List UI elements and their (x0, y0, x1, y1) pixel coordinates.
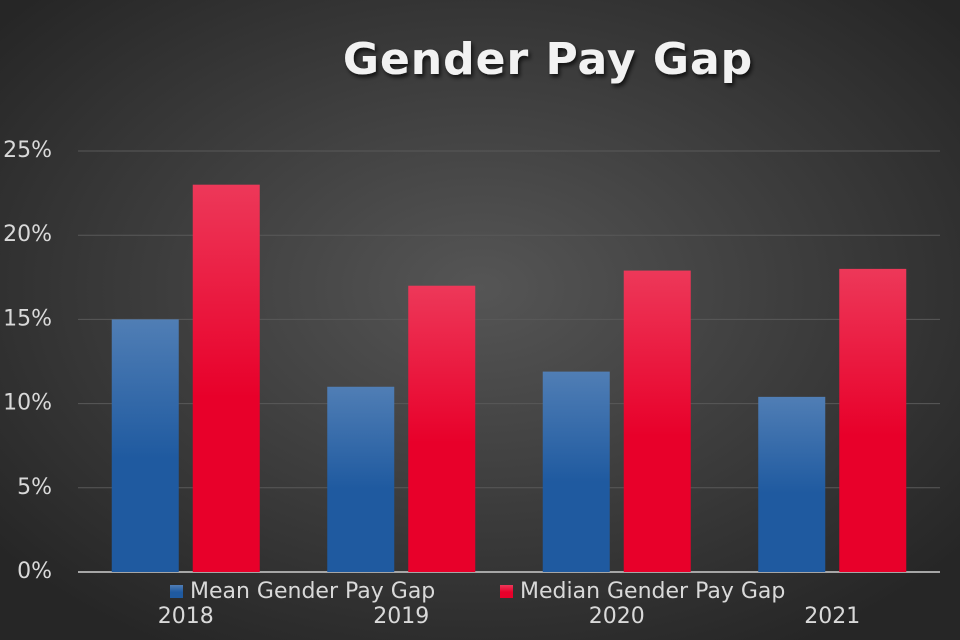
legend-swatch (170, 585, 183, 598)
y-tick-label: 15% (3, 306, 52, 331)
y-tick-label: 10% (3, 391, 52, 416)
bar (542, 371, 610, 572)
x-tick-label: 2020 (589, 604, 645, 629)
y-tick-label: 20% (3, 222, 52, 247)
legend-label: Mean Gender Pay Gap (190, 579, 435, 604)
legend-swatch (500, 585, 513, 598)
y-tick-label: 0% (17, 559, 52, 584)
y-tick-label: 5% (17, 475, 52, 500)
x-tick-label: 2018 (158, 604, 214, 629)
y-tick-label: 25% (3, 138, 52, 163)
bar (839, 268, 907, 572)
bar (327, 386, 395, 572)
bar (623, 270, 691, 572)
bar (408, 285, 476, 572)
chart-title: Gender Pay Gap (343, 34, 753, 85)
bar (111, 319, 179, 572)
bar (758, 396, 826, 572)
x-tick-label: 2019 (373, 604, 429, 629)
x-tick-label: 2021 (804, 604, 860, 629)
bar (192, 184, 260, 572)
legend-label: Median Gender Pay Gap (520, 579, 785, 604)
